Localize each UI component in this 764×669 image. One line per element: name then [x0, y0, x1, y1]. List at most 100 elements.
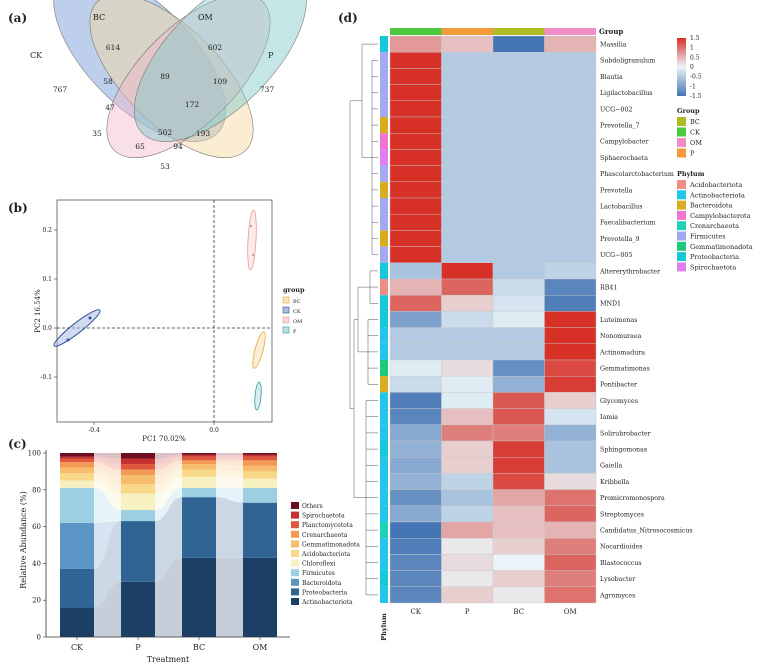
bar-segment — [182, 557, 216, 637]
bar-segment — [60, 462, 94, 468]
heatmap-cell — [544, 457, 597, 474]
heatmap-cell — [441, 376, 494, 393]
heatmap-row-label: Faecalibacterium — [600, 220, 655, 227]
bar-segment — [182, 456, 216, 461]
bar-flow-band — [94, 473, 121, 494]
heatmap-cell — [544, 100, 597, 118]
bar-segment — [121, 475, 155, 485]
heatmap-cell — [389, 408, 442, 426]
heatmap-cell — [492, 586, 545, 604]
heatmap-cell — [492, 197, 545, 215]
heatmap-cell — [544, 554, 597, 571]
heatmap-scale-tick: -1.5 — [690, 93, 702, 100]
heatmap-phylum-cell — [380, 165, 388, 182]
heatmap-cell — [441, 554, 494, 571]
bar-flow-band — [216, 460, 243, 466]
heatmap-group-bar — [441, 28, 493, 35]
bar-legend-swatch — [291, 578, 299, 586]
heatmap-row-label: Massilia — [600, 42, 627, 49]
pca-xlabel: PC1 70.02% — [142, 435, 186, 443]
bar-legend-label: Bacteroidota — [302, 580, 342, 587]
heatmap-group-bar — [544, 28, 596, 35]
heatmap-cell — [492, 262, 545, 280]
heatmap-row-label: Gaiella — [600, 463, 623, 470]
heatmap-phylum-cell — [380, 36, 388, 53]
heatmap-group-annotation — [390, 28, 596, 35]
pca-legend-swatch — [282, 316, 290, 324]
heatmap-cell — [389, 424, 442, 442]
heatmap-cell — [544, 197, 597, 215]
heatmap-cell — [441, 52, 494, 69]
heatmap-scale-tick: -1 — [690, 83, 696, 90]
heatmap-cell — [389, 327, 442, 345]
heatmap-phylum-cell — [380, 489, 388, 506]
bar-segment — [243, 502, 277, 558]
heatmap-cell — [544, 392, 597, 409]
heatmap-phylum-cell — [380, 230, 388, 247]
panel-label-b: (b) — [8, 201, 28, 215]
heatmap-cell — [441, 149, 494, 166]
heatmap-row-label: Blastococcus — [600, 560, 642, 567]
heatmap-cell — [544, 262, 597, 280]
heatmap-cell — [544, 52, 597, 69]
heatmap-cell — [389, 116, 442, 134]
bar-legend-label: Actinobacteriota — [301, 599, 353, 606]
bar-flow-band — [216, 454, 243, 457]
heatmap-cell — [389, 213, 442, 231]
heatmap-scale-tick: -0.5 — [690, 74, 702, 81]
heatmap-group-legend-swatch — [677, 117, 686, 126]
pca-legend-swatch — [282, 326, 290, 334]
heatmap-cell — [544, 230, 597, 247]
heatmap-row-labels: Massilia Subdoligranulum Blautia Ligilactob… — [599, 42, 693, 600]
heatmap-cell — [544, 343, 597, 361]
heatmap-phylum-cell — [380, 538, 388, 555]
heatmap-cell — [389, 52, 442, 69]
heatmap-cell — [441, 489, 494, 507]
pca-legend-label: OM — [293, 319, 302, 325]
heatmap-cell — [441, 262, 494, 280]
bar-xtick: CK — [71, 643, 84, 652]
heatmap-phylum-legend-label: Spirochaetota — [690, 263, 736, 271]
heatmap-cell — [389, 181, 442, 199]
heatmap-cell — [389, 149, 442, 166]
heatmap-cell — [544, 489, 597, 507]
bar-segment — [243, 453, 277, 455]
bar-segment — [182, 464, 216, 470]
heatmap-row-label: Altererythrobacter — [599, 268, 661, 275]
heatmap-group-bar — [493, 28, 545, 35]
heatmap-column-label: P — [465, 608, 470, 616]
bar-segment — [121, 493, 155, 511]
bar-segment — [121, 521, 155, 582]
heatmap-row-label: Actinomadura — [599, 349, 645, 356]
bar-xtick: BC — [193, 643, 205, 652]
heatmap-phylum-annotation — [380, 36, 388, 603]
heatmap-row-label: Sphingomonas — [600, 447, 647, 454]
heatmap-phylum-cell — [380, 279, 388, 296]
pca-point — [66, 338, 70, 342]
bar-ylabel: Relative Abundance (%) — [19, 491, 28, 589]
heatmap-phylum-legend-swatch — [677, 200, 686, 210]
bar-ytick: 100 — [28, 450, 41, 458]
bar-segment — [121, 484, 155, 494]
heatmap-cell — [544, 473, 597, 490]
heatmap-cell — [389, 68, 442, 85]
heatmap-cell — [441, 408, 494, 426]
heatmap-phylum-cell — [380, 586, 388, 603]
bar-segment — [60, 467, 94, 474]
pca-xtick: -0.4 — [88, 427, 100, 434]
heatmap-cell — [544, 586, 597, 604]
heatmap-cell — [389, 84, 442, 101]
bar-yticks: 0 20 40 60 80 100 — [28, 450, 46, 642]
heatmap-cell — [544, 165, 597, 183]
heatmap-cell — [389, 521, 442, 539]
bar-legend-label: Others — [302, 503, 323, 510]
heatmap-row-label: RB41 — [600, 285, 617, 292]
heatmap-phylum-legend-label: Crenarchaeota — [690, 222, 739, 230]
bar-segment — [121, 510, 155, 522]
bar-legend-label: Proteobacteria — [302, 589, 348, 596]
heatmap-phylum-legend: Phylum Acidobacteriota Actinobacteriota Bac… — [677, 170, 753, 272]
heatmap-row-label: UCG−005 — [600, 252, 632, 259]
heatmap-phylum-legend-label: Firmicutes — [690, 233, 726, 241]
bar-flow-band — [155, 456, 182, 470]
